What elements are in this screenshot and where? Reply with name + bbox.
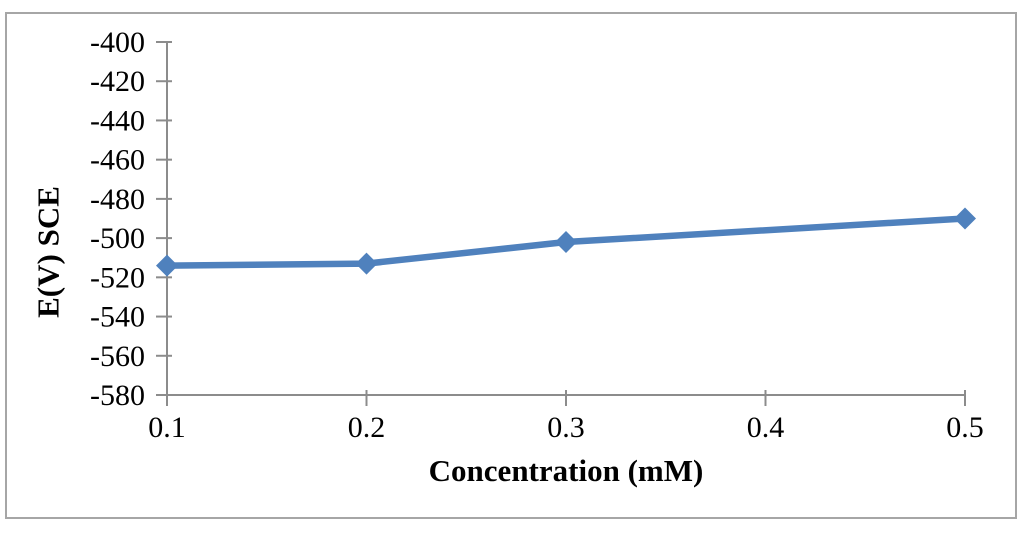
y-tick-label: -460 xyxy=(90,144,145,177)
data-point-marker xyxy=(555,231,577,254)
series-line xyxy=(163,215,969,269)
x-tick-label: 0.2 xyxy=(348,411,386,444)
data-point-marker xyxy=(954,207,976,230)
y-tick-label: -580 xyxy=(90,379,145,412)
x-axis-title: Concentration (mM) xyxy=(428,453,704,488)
data-point-marker xyxy=(156,254,178,277)
y-tick-label: -440 xyxy=(90,104,145,137)
x-tick-label: 0.3 xyxy=(547,411,585,444)
y-tick-label: -480 xyxy=(90,183,145,216)
y-tick-label: -500 xyxy=(90,222,145,255)
data-point-marker xyxy=(355,252,378,275)
y-tick-label: -400 xyxy=(90,26,145,59)
y-tick-label: -520 xyxy=(90,261,145,294)
y-tick-label: -420 xyxy=(90,65,145,98)
x-tick-label: 0.4 xyxy=(747,411,785,444)
y-tick-label: -540 xyxy=(90,301,145,334)
x-tick-label: 0.5 xyxy=(946,411,984,444)
x-tick-label: 0.1 xyxy=(148,411,186,444)
y-axis-title: E(V) SCE xyxy=(30,186,66,318)
y-tick-label: -560 xyxy=(90,340,145,373)
